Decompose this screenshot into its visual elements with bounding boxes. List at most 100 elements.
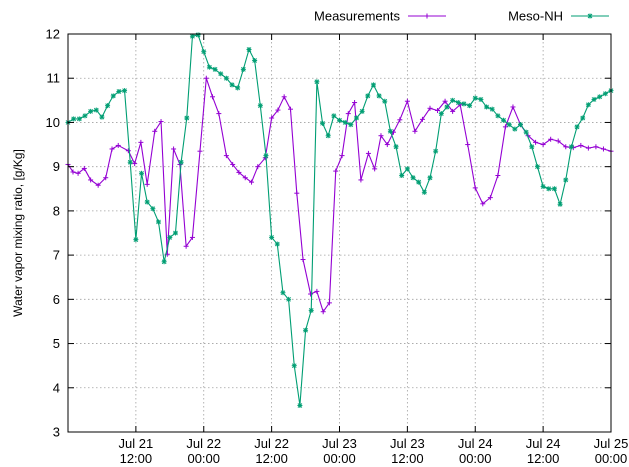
- data-point-meso-nh: [342, 119, 348, 125]
- data-point-measurements: [578, 142, 584, 148]
- data-point-meso-nh: [365, 93, 371, 99]
- data-point-measurements: [88, 177, 94, 183]
- data-point-meso-nh: [506, 122, 512, 128]
- data-point-measurements: [320, 309, 326, 315]
- data-point-measurements: [203, 75, 209, 81]
- data-point-measurements: [333, 168, 339, 174]
- series-markers-meso-nh: [65, 32, 614, 408]
- data-point-measurements: [480, 201, 486, 207]
- data-point-meso-nh: [127, 159, 133, 165]
- data-point-meso-nh: [229, 82, 235, 88]
- data-point-meso-nh: [172, 230, 178, 236]
- data-point-meso-nh: [495, 113, 501, 119]
- data-point-measurements: [242, 175, 248, 181]
- data-point-meso-nh: [574, 124, 580, 130]
- data-point-meso-nh: [393, 144, 399, 150]
- data-point-meso-nh: [122, 88, 128, 94]
- data-point-meso-nh: [133, 237, 139, 243]
- data-point-meso-nh: [167, 234, 173, 240]
- data-point-measurements: [412, 128, 418, 134]
- y-axis-label: Water vapor mixing ratio, [g/Kg]: [11, 149, 25, 317]
- data-point-meso-nh: [489, 106, 495, 112]
- data-point-meso-nh: [291, 363, 297, 369]
- data-point-meso-nh: [461, 101, 467, 107]
- data-point-measurements: [144, 181, 150, 187]
- data-point-meso-nh: [303, 327, 309, 333]
- data-point-measurements: [95, 182, 101, 188]
- data-point-measurements: [495, 173, 501, 179]
- data-point-measurements: [294, 190, 300, 196]
- data-point-measurements: [427, 105, 433, 111]
- data-point-measurements: [397, 117, 403, 123]
- x-tick-label-date: Jul 23: [322, 436, 357, 451]
- data-point-meso-nh: [325, 133, 331, 139]
- data-point-meso-nh: [455, 100, 461, 106]
- data-point-measurements: [358, 177, 364, 183]
- data-point-meso-nh: [201, 49, 207, 55]
- data-point-meso-nh: [93, 107, 99, 113]
- data-point-meso-nh: [99, 114, 105, 120]
- data-point-meso-nh: [370, 82, 376, 88]
- data-point-measurements: [189, 234, 195, 240]
- data-point-measurements: [533, 139, 539, 145]
- data-point-meso-nh: [540, 184, 546, 190]
- data-point-meso-nh: [585, 102, 591, 108]
- data-point-meso-nh: [223, 75, 229, 81]
- data-point-meso-nh: [286, 296, 292, 302]
- data-point-measurements: [183, 243, 189, 249]
- data-point-meso-nh: [297, 402, 303, 408]
- data-point-meso-nh: [546, 186, 552, 192]
- data-point-measurements: [442, 98, 448, 104]
- data-point-measurements: [585, 145, 591, 151]
- data-point-meso-nh: [240, 66, 246, 72]
- data-point-measurements: [563, 144, 569, 150]
- data-point-meso-nh: [274, 241, 280, 247]
- data-point-meso-nh: [71, 116, 77, 122]
- data-point-meso-nh: [218, 71, 224, 77]
- data-point-measurements: [345, 111, 351, 117]
- series-line-measurements: [67, 77, 612, 313]
- data-point-meso-nh: [376, 93, 382, 99]
- data-point-meso-nh: [523, 129, 529, 135]
- data-point-meso-nh: [76, 116, 82, 122]
- data-point-measurements: [465, 142, 471, 148]
- data-point-meso-nh: [597, 94, 603, 100]
- data-point-meso-nh: [478, 96, 484, 102]
- data-point-meso-nh: [269, 234, 275, 240]
- data-point-meso-nh: [467, 103, 473, 109]
- data-point-meso-nh: [331, 113, 337, 119]
- grid: [68, 34, 611, 432]
- data-point-meso-nh: [591, 96, 597, 102]
- data-point-measurements: [404, 98, 410, 104]
- data-point-measurements: [115, 142, 121, 148]
- data-point-measurements: [472, 185, 478, 191]
- data-point-meso-nh: [602, 91, 608, 97]
- data-point-meso-nh: [320, 120, 326, 126]
- data-point-measurements: [223, 153, 229, 159]
- data-point-meso-nh: [156, 219, 161, 225]
- x-tick-label-date: Jul 21: [119, 436, 154, 451]
- data-point-meso-nh: [189, 33, 195, 39]
- data-point-meso-nh: [563, 177, 569, 183]
- data-point-measurements: [125, 148, 131, 154]
- x-tick-label-time: 00:00: [595, 451, 628, 466]
- data-point-meso-nh: [161, 259, 167, 265]
- x-tick-label-time: 12:00: [527, 451, 560, 466]
- data-point-meso-nh: [105, 103, 111, 109]
- data-point-meso-nh: [178, 159, 184, 165]
- data-point-meso-nh: [88, 108, 94, 114]
- data-point-meso-nh: [212, 66, 218, 72]
- data-point-meso-nh: [484, 104, 490, 110]
- data-point-meso-nh: [246, 46, 252, 52]
- data-point-measurements: [510, 104, 516, 110]
- y-tick-label: 7: [53, 248, 60, 263]
- data-point-meso-nh: [518, 122, 523, 128]
- data-point-meso-nh: [337, 117, 342, 123]
- data-point-measurements: [152, 128, 158, 134]
- data-point-measurements: [372, 166, 378, 172]
- data-point-meso-nh: [534, 164, 540, 170]
- data-point-measurements: [487, 195, 493, 201]
- data-point-measurements: [314, 288, 320, 294]
- x-tick-label-time: 12:00: [391, 451, 424, 466]
- y-tick-label: 12: [46, 27, 60, 42]
